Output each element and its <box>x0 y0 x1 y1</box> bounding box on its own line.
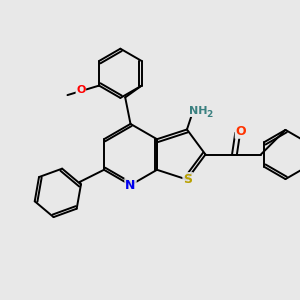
Text: NH: NH <box>190 106 208 116</box>
Text: S: S <box>183 173 192 186</box>
Text: O: O <box>76 85 86 95</box>
Text: O: O <box>235 125 246 138</box>
Text: 2: 2 <box>206 110 212 119</box>
Text: N: N <box>125 178 136 192</box>
